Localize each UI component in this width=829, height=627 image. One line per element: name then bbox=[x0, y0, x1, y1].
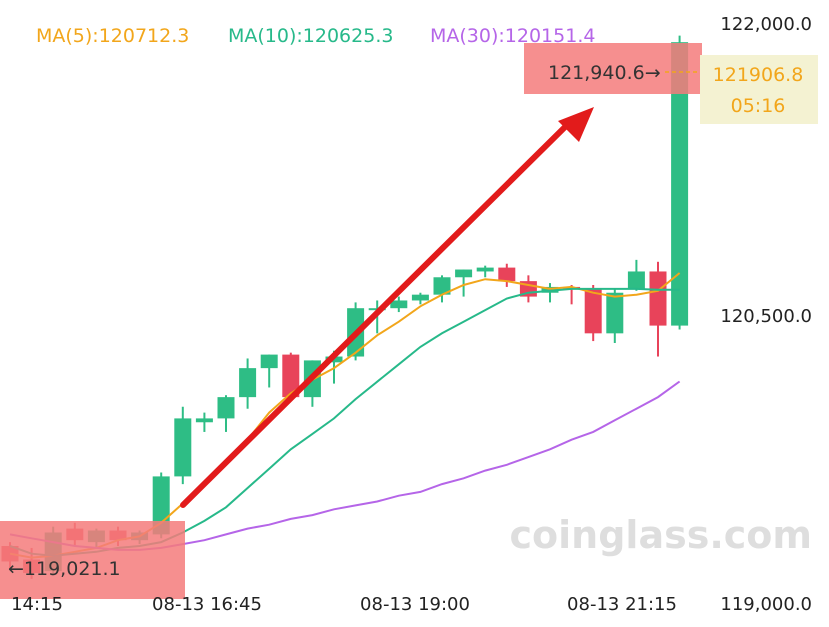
candle bbox=[195, 412, 213, 432]
candle-body bbox=[174, 418, 192, 477]
last-price-box bbox=[700, 55, 818, 124]
candle-body bbox=[455, 269, 473, 278]
candle bbox=[649, 261, 667, 357]
candle bbox=[476, 265, 494, 278]
last-price-countdown: 05:16 bbox=[731, 95, 786, 117]
candle-body bbox=[217, 397, 235, 419]
watermark: coinglass.com bbox=[510, 513, 812, 557]
x-tick-2: 08-13 16:45 bbox=[152, 594, 262, 615]
high-highlight-box bbox=[524, 43, 702, 94]
candle bbox=[584, 285, 602, 342]
candle bbox=[498, 263, 516, 287]
x-tick-1: 14:15 bbox=[11, 594, 63, 615]
ma10-label: MA(10):120625.3 bbox=[228, 25, 393, 47]
candle bbox=[174, 406, 192, 485]
candle-body bbox=[411, 294, 429, 301]
candle-body bbox=[260, 354, 278, 369]
high-price-value: 121,940.6 bbox=[548, 62, 645, 84]
candle-body bbox=[584, 288, 602, 334]
candle-body bbox=[239, 368, 257, 398]
candle-body bbox=[627, 271, 645, 289]
candle-body bbox=[606, 292, 624, 334]
candle-body bbox=[649, 271, 667, 326]
ma30-label: MA(30):120151.4 bbox=[430, 25, 595, 47]
low-price-value: 119,021.1 bbox=[24, 558, 121, 580]
candle-body bbox=[282, 354, 300, 398]
low-highlight-box bbox=[0, 521, 185, 599]
candle-body bbox=[498, 267, 516, 282]
candle bbox=[390, 296, 408, 313]
candle bbox=[606, 288, 624, 343]
x-tick-4: 08-13 21:15 bbox=[567, 594, 677, 615]
candle bbox=[217, 395, 235, 432]
candle bbox=[627, 259, 645, 291]
low-price-marker: ←119,021.1 bbox=[8, 558, 121, 580]
candle-body bbox=[671, 42, 689, 326]
candle-body bbox=[390, 300, 408, 309]
high-marker-arrow: → bbox=[645, 62, 661, 84]
candle bbox=[519, 275, 537, 303]
high-price-marker: 121,940.6→ bbox=[548, 62, 661, 84]
y-tick-mid: 120,500.0 bbox=[720, 306, 812, 327]
candle-body bbox=[476, 267, 494, 272]
candle-body bbox=[195, 418, 213, 423]
trend-arrow-line bbox=[180, 124, 568, 508]
low-marker-arrow: ← bbox=[8, 558, 24, 580]
candle bbox=[455, 269, 473, 297]
candle-body bbox=[433, 277, 451, 295]
y-tick-top: 122,000.0 bbox=[720, 14, 812, 35]
trend-arrow-head bbox=[558, 107, 594, 142]
x-tick-3: 08-13 19:00 bbox=[360, 594, 470, 615]
candle bbox=[433, 275, 451, 303]
last-price-value: 121906.8 bbox=[713, 64, 804, 86]
candle bbox=[541, 283, 559, 303]
candle bbox=[411, 292, 429, 305]
candle bbox=[260, 354, 278, 388]
candle bbox=[239, 358, 257, 409]
y-tick-bottom: 119,000.0 bbox=[720, 594, 812, 615]
trend-arrow bbox=[180, 107, 594, 508]
ma5-label: MA(5):120712.3 bbox=[36, 25, 189, 47]
